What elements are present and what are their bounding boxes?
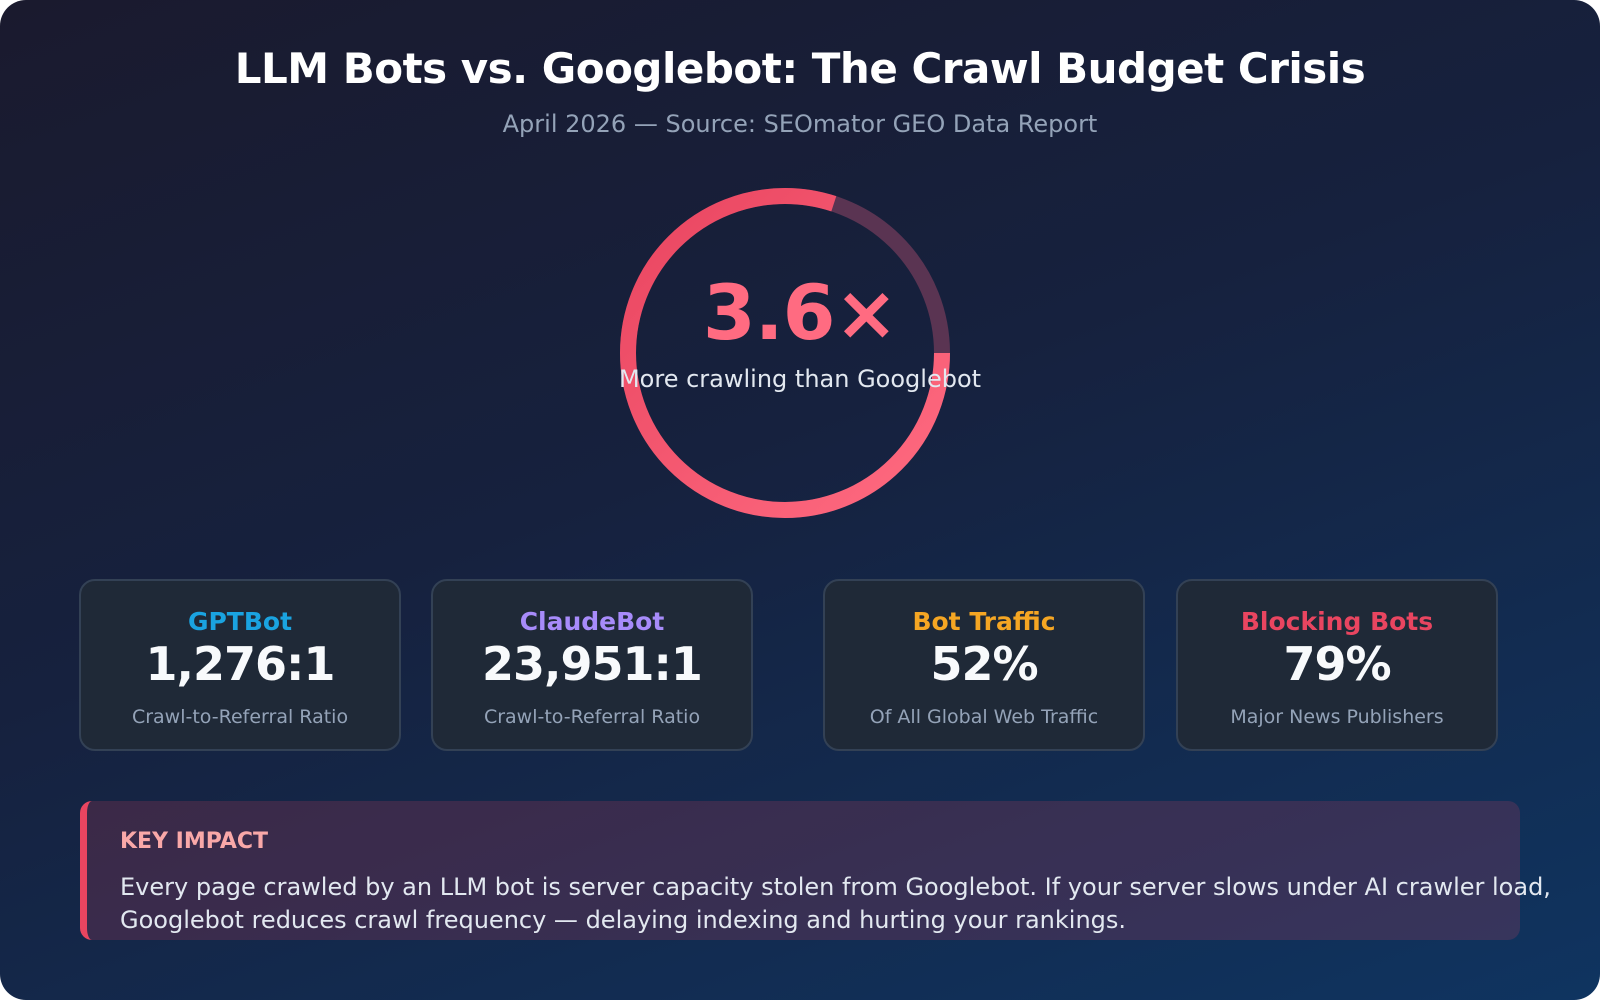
impact-line: Googlebot reduces crawl frequency — dela… <box>120 906 1127 934</box>
card-label: Blocking Bots <box>1240 607 1434 636</box>
stat-card-bot-traffic: Bot Traffic 52% Of All Global Web Traffi… <box>823 579 1145 751</box>
card-value: 23,951:1 <box>482 637 703 691</box>
card-description: Of All Global Web Traffic <box>869 706 1099 728</box>
card-description: Major News Publishers <box>1230 706 1444 728</box>
hero-caption: More crawling than Googlebot <box>618 365 982 393</box>
card-label: ClaudeBot <box>519 607 665 636</box>
hero-value: 3.6× <box>702 268 898 357</box>
stat-card-claudebot: ClaudeBot 23,951:1 Crawl-to-Referral Rat… <box>431 579 753 751</box>
stat-cards: GPTBot 1,276:1 Crawl-to-Referral Ratio C… <box>0 579 1600 751</box>
stat-card-blocking-bots: Blocking Bots 79% Major News Publishers <box>1176 579 1498 751</box>
card-description: Crawl-to-Referral Ratio <box>131 706 349 728</box>
ring-fill <box>620 188 950 518</box>
card-label: GPTBot <box>187 607 293 636</box>
impact-text: Every page crawled by an LLM bot is serv… <box>120 871 1600 937</box>
page-subtitle: April 2026 — Source: SEOmator GEO Data R… <box>502 110 1098 138</box>
key-impact-callout: KEY IMPACT Every page crawled by an LLM … <box>80 801 1551 940</box>
ring-chart-icon <box>620 188 950 518</box>
impact-line: Every page crawled by an LLM bot is serv… <box>120 873 1551 901</box>
impact-heading: KEY IMPACT <box>120 829 269 854</box>
card-value: 1,276:1 <box>145 637 336 691</box>
stat-card-gptbot: GPTBot 1,276:1 Crawl-to-Referral Ratio <box>79 579 401 751</box>
card-value: 79% <box>1283 637 1391 691</box>
card-label: Bot Traffic <box>912 607 1056 636</box>
progress-ring <box>618 186 952 520</box>
card-description: Crawl-to-Referral Ratio <box>483 706 701 728</box>
card-value: 52% <box>930 637 1038 691</box>
page-title: LLM Bots vs. Googlebot: The Crawl Budget… <box>234 44 1366 93</box>
